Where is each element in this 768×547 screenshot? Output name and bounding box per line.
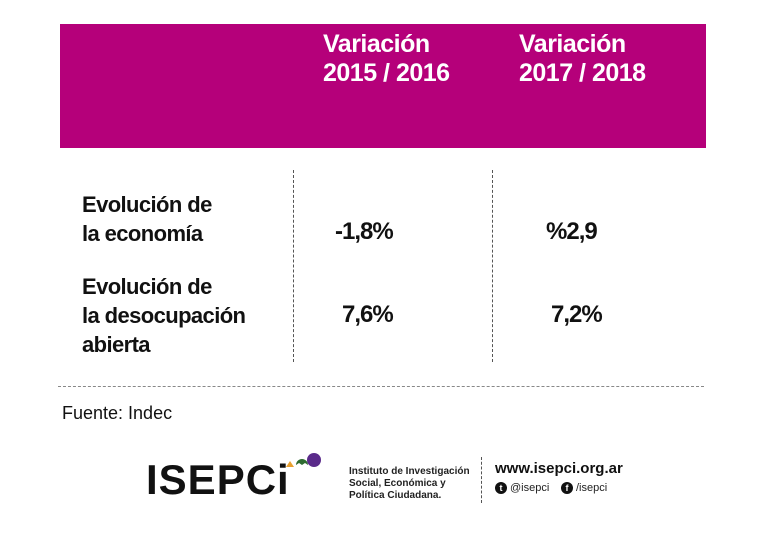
row-label-economia: Evolución de la economía bbox=[82, 190, 212, 248]
row-label-line: la economía bbox=[82, 221, 203, 246]
column-divider bbox=[492, 170, 493, 362]
column-header-2017-2018: Variación 2017 / 2018 bbox=[519, 30, 646, 88]
twitter-icon: t bbox=[495, 482, 507, 494]
facebook-handle[interactable]: f /isepci bbox=[561, 482, 607, 494]
header-banner bbox=[60, 24, 706, 148]
facebook-label: /isepci bbox=[576, 482, 608, 494]
row-label-line: Evolución de bbox=[82, 192, 212, 217]
website-link[interactable]: www.isepci.org.ar bbox=[495, 460, 623, 477]
row-label-desocupacion: Evolución de la desocupación abierta bbox=[82, 272, 246, 359]
value-economia-2017-2018: %2,9 bbox=[546, 218, 598, 245]
twitter-handle[interactable]: t @isepci bbox=[495, 482, 549, 494]
institute-line: Instituto de Investigación bbox=[349, 466, 470, 477]
row-label-line: la desocupación bbox=[82, 303, 246, 328]
column-header-title: Variación bbox=[519, 30, 626, 58]
column-header-title: Variación bbox=[323, 30, 430, 58]
isepci-logo: ISEPCi bbox=[146, 456, 290, 503]
column-header-period: 2017 / 2018 bbox=[519, 59, 646, 87]
footer-divider bbox=[481, 457, 482, 503]
facebook-icon: f bbox=[561, 482, 573, 494]
institute-line: Social, Económica y bbox=[349, 478, 446, 489]
column-header-2015-2016: Variación 2015 / 2016 bbox=[323, 30, 450, 88]
source-note: Fuente: Indec bbox=[62, 403, 173, 423]
row-label-line: Evolución de bbox=[82, 274, 212, 299]
value-desocupacion-2015-2016: 7,6% bbox=[342, 301, 394, 328]
column-divider bbox=[293, 170, 294, 362]
institute-line: Política Ciudadana. bbox=[349, 490, 442, 501]
twitter-label: @isepci bbox=[510, 482, 550, 494]
column-header-period: 2015 / 2016 bbox=[323, 59, 450, 87]
institute-name: Instituto de Investigación Social, Econó… bbox=[349, 466, 470, 502]
value-economia-2015-2016: -1,8% bbox=[335, 218, 394, 245]
section-divider bbox=[58, 386, 704, 387]
value-desocupacion-2017-2018: 7,2% bbox=[551, 301, 603, 328]
logo-dots-icon bbox=[286, 453, 321, 467]
row-label-line: abierta bbox=[82, 332, 151, 357]
